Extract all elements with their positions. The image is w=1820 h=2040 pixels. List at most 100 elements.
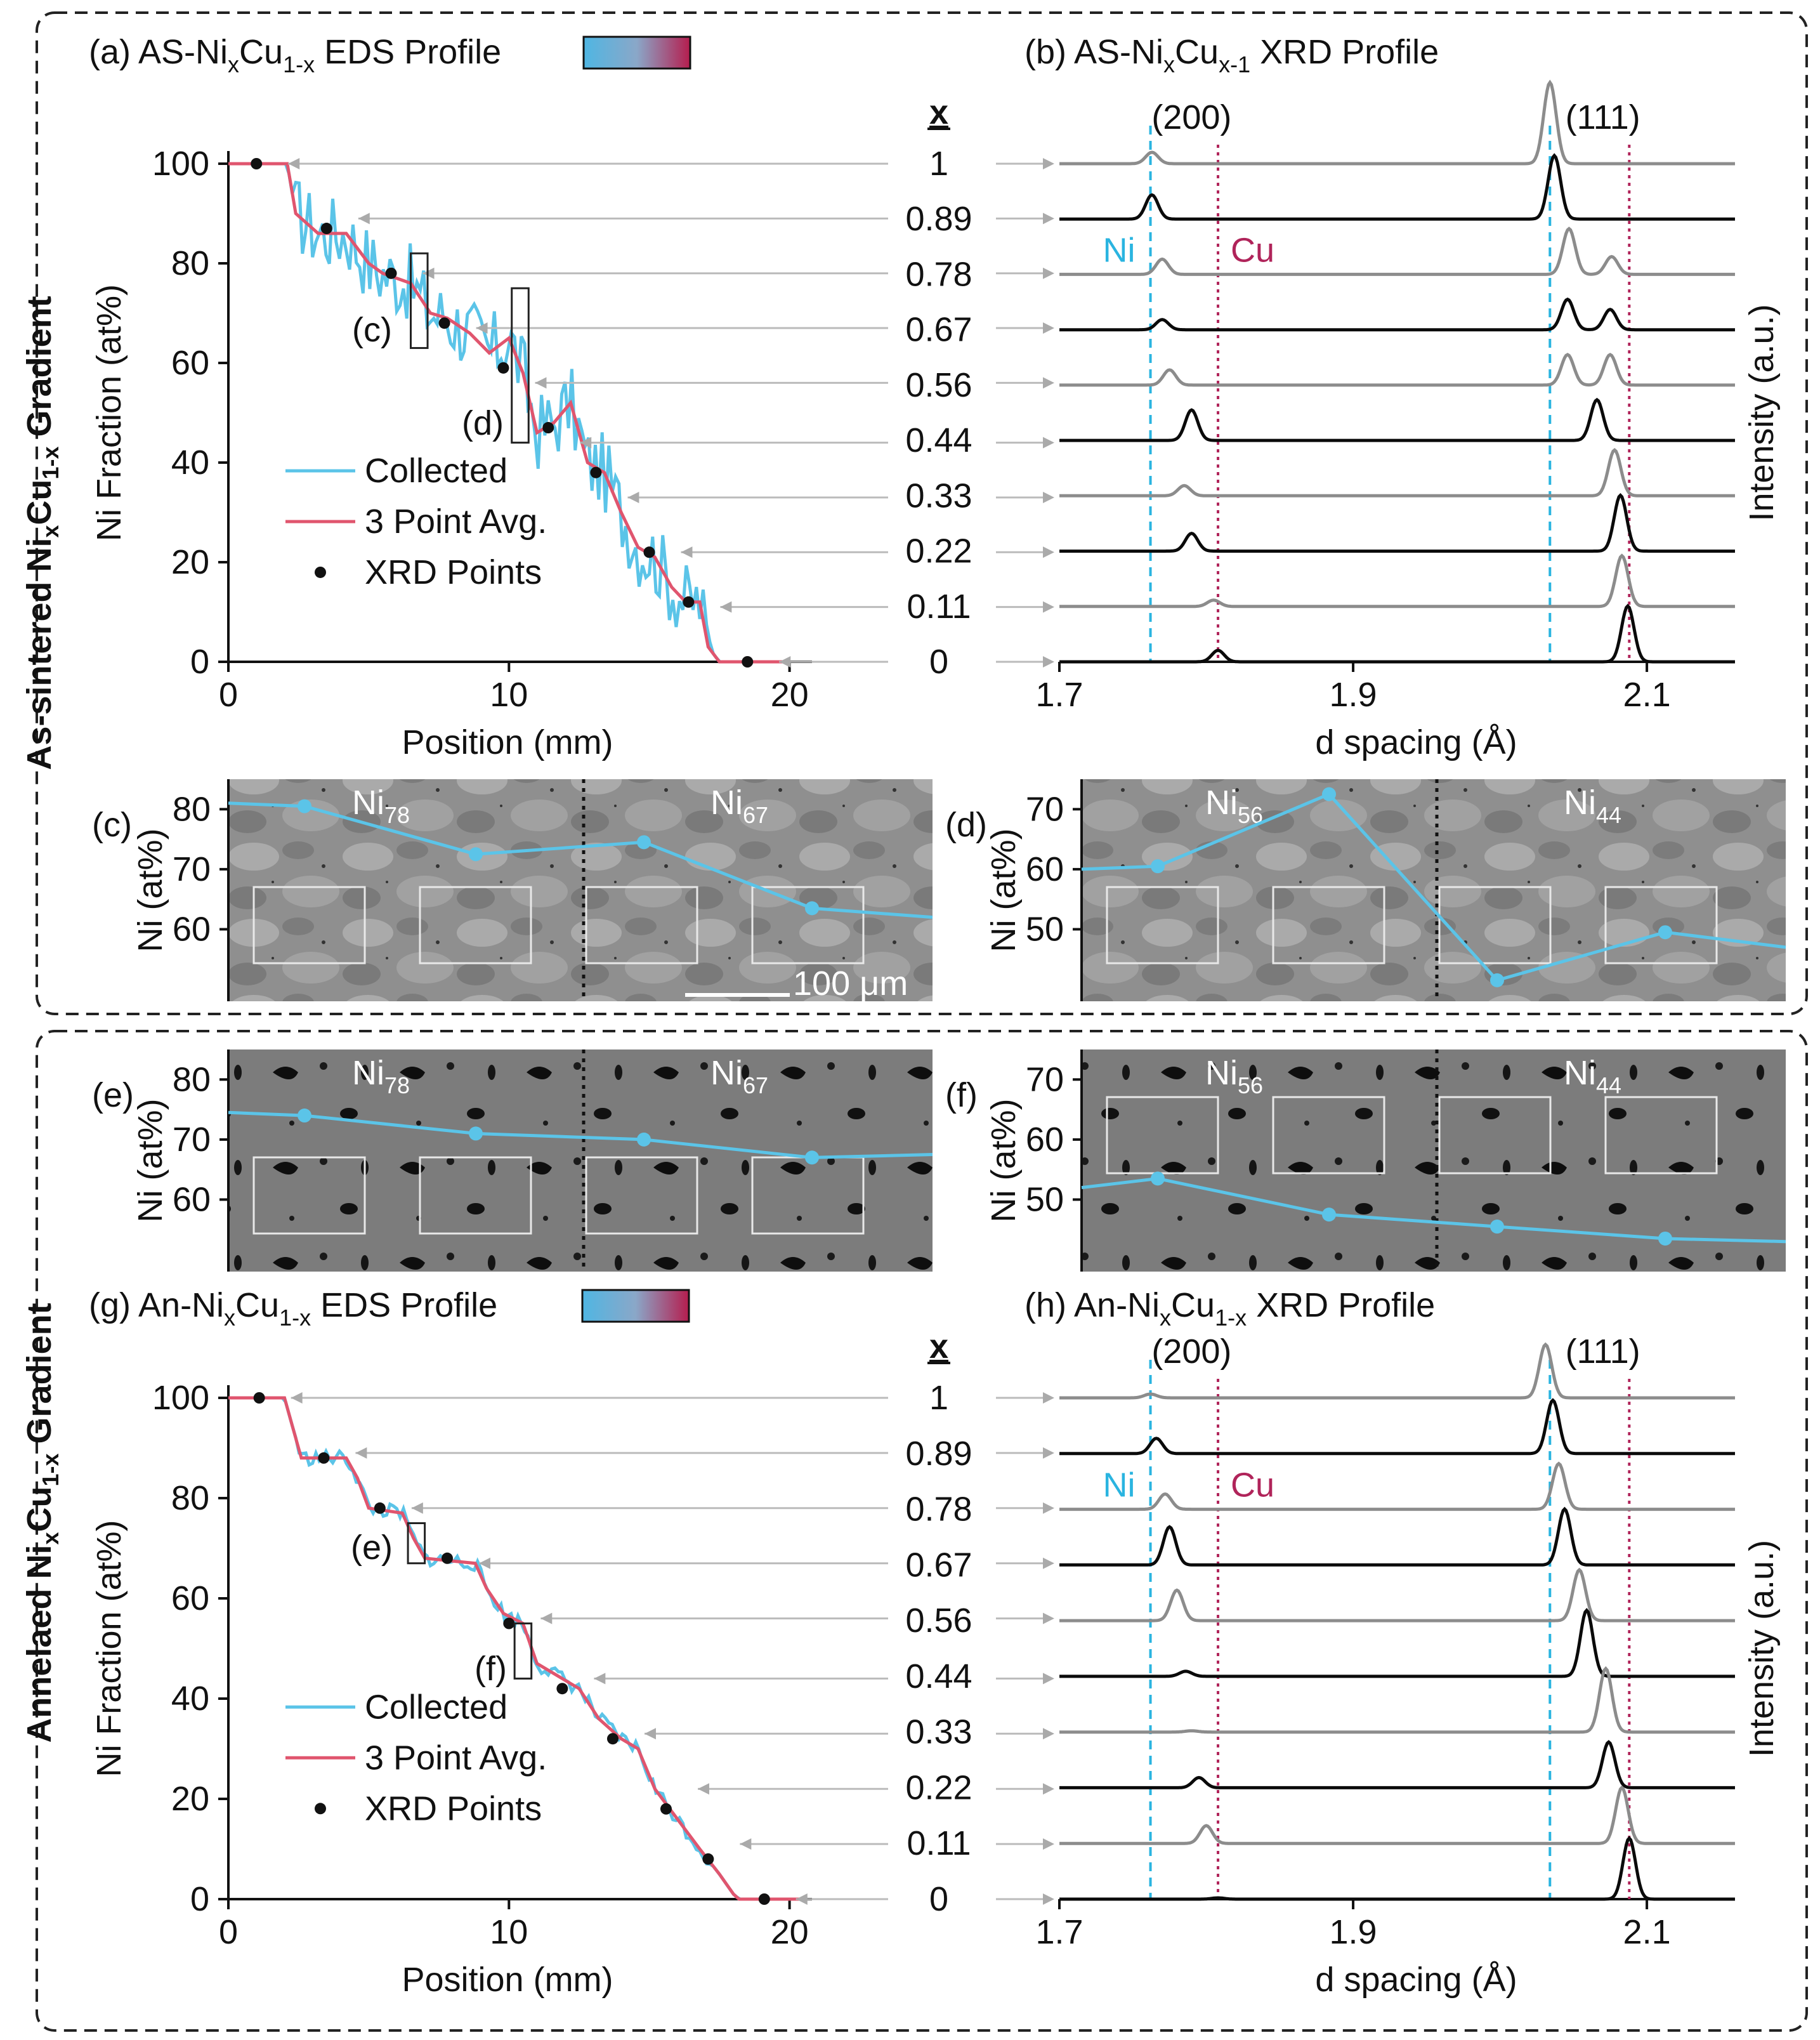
sem-composition-point [637, 835, 651, 850]
y-tick-label: 0 [190, 1880, 209, 1918]
xrd-point [320, 223, 332, 235]
sem-panel-label: (d) [945, 806, 987, 844]
x-value: 0.56 [905, 366, 972, 404]
sem-composition-line [228, 1110, 933, 1159]
y-tick-label: 100 [152, 145, 209, 183]
guide-arrowhead-right [1043, 546, 1054, 558]
sem-composition-point [469, 847, 483, 862]
xrd-profile-as: 1.7 1.9 2.1 d spacing (Å) Intensity (a.u.) Ni… [1035, 79, 1781, 761]
x-column-bottom: x 1 0.89 0.78 0.67 0.56 0.44 0.33 0.22 0.11 0 [905, 1327, 972, 1918]
xrd-point [683, 596, 695, 608]
xrd-point [542, 422, 554, 434]
y-tick-label: 20 [171, 1780, 209, 1818]
guide-arrowhead [627, 491, 639, 503]
x-value: 0.89 [905, 200, 972, 238]
xrd-trace [1059, 1342, 1735, 1400]
guide-arrowhead-right [1043, 1612, 1054, 1624]
x-tick-label: 2.1 [1623, 676, 1671, 714]
sem-composition-point [1658, 925, 1672, 940]
guide-arrowhead [644, 1728, 656, 1740]
colorbar-a [582, 36, 691, 70]
sem-region-right-sub: 67 [743, 802, 768, 828]
sem-y-tick-label: 70 [1026, 1060, 1064, 1098]
scale-bar-label: 100 μm [793, 964, 908, 1003]
xrd-point [643, 546, 655, 558]
guide-arrowhead-right [1043, 437, 1054, 449]
x-tick-label: 1.7 [1035, 1913, 1083, 1951]
x-value: 0.33 [905, 1713, 972, 1751]
sem-region-right-label: Ni44 [1564, 1054, 1621, 1098]
panel-a-title: (a) AS-NixCu1-x EDS Profile [89, 33, 501, 77]
x-value: 0.22 [905, 532, 972, 570]
y-tick-label: 0 [190, 643, 209, 681]
xrd-point [606, 1733, 619, 1745]
x-value: 0.44 [905, 1657, 972, 1695]
region-box [513, 1622, 533, 1680]
xrd-profile-an: 1.7 1.9 2.1 d spacing (Å) Intensity (a.u.) Ni… [1035, 1333, 1781, 1999]
sem-composition-point [1322, 1208, 1336, 1222]
sem-composition-point [1658, 1231, 1672, 1246]
xrd-point [660, 1803, 672, 1815]
xrd-trace [1059, 1785, 1735, 1845]
xrd-trace [1059, 79, 1735, 166]
xrd-trace [1059, 492, 1735, 553]
side-label-bottom: Annelaed NixCu1-x Gradient [20, 1303, 63, 1742]
legend-label: XRD Points [365, 553, 542, 591]
xrd-point [556, 1683, 568, 1695]
legend-label: XRD Points [365, 1789, 542, 1827]
x-axis-title: d spacing (Å) [1315, 1961, 1517, 1999]
guide-arrowhead-right [1043, 1447, 1054, 1459]
side-label-top: As-sintered NixCu1-x Gradient [20, 296, 63, 770]
ni-label: Ni [1103, 1466, 1136, 1504]
x-value: 0 [929, 1880, 948, 1918]
colorbar-g [581, 1289, 690, 1323]
sem-y-tick-label: 70 [1026, 790, 1064, 828]
x-value: 0.78 [905, 255, 972, 293]
sem-y-axis-title: Ni (at%) [131, 1098, 169, 1222]
y-axis-title: Intensity (a.u.) [1743, 304, 1781, 521]
guide-arrowhead-right [1043, 1502, 1054, 1514]
guide-arrowhead [795, 1893, 808, 1905]
xrd-point [442, 1552, 453, 1564]
y-axis-title: Ni Fraction (at%) [90, 1520, 128, 1777]
xrd-trace [1059, 1398, 1735, 1456]
guide-arrowhead [411, 1502, 423, 1514]
sem-composition-point [805, 901, 819, 916]
xrd-trace [1059, 1461, 1735, 1511]
y-axis-title: Intensity (a.u.) [1743, 1540, 1781, 1757]
guide-arrowhead [288, 158, 300, 169]
guide-arrowhead [740, 1838, 752, 1850]
x-value: 0.67 [905, 311, 972, 349]
region-label: (c) [352, 311, 392, 349]
cu-label: Cu [1231, 231, 1274, 269]
guide-arrowhead-right [1043, 1838, 1054, 1850]
guide-arrowhead [681, 546, 693, 558]
peak-200-label: (200) [1151, 98, 1231, 136]
legend-label: 3 Point Avg. [365, 503, 547, 541]
sem-y-tick-label: 80 [173, 1060, 211, 1098]
legend-marker [315, 1803, 326, 1815]
panel-b-title: (b) AS-NixCux-1 XRD Profile [1025, 33, 1439, 77]
sem-sample-box [252, 886, 366, 964]
x-tick-label: 20 [771, 676, 809, 714]
sem-image [228, 1050, 933, 1272]
sem-image [1082, 779, 1786, 1001]
legend-label: Collected [365, 452, 507, 490]
guide-arrowhead-right [1043, 491, 1054, 503]
xrd-trace [1059, 1666, 1735, 1734]
xrd-trace [1059, 153, 1735, 221]
sem-y-axis-title: Ni (at%) [131, 828, 169, 952]
x-column-header: x [929, 93, 948, 131]
sem-y-tick-label: 80 [173, 790, 211, 828]
xrd-point [251, 158, 263, 169]
sem-y-axis-title: Ni (at%) [985, 1098, 1023, 1222]
sem-composition-point [469, 1126, 483, 1141]
x-value: 1 [929, 145, 948, 183]
sem-sample-box [1604, 886, 1718, 964]
sem-sample-box [1106, 886, 1219, 964]
sem-y-tick-label: 60 [173, 910, 211, 948]
xrd-point [318, 1452, 330, 1464]
guide-arrowhead [479, 1557, 490, 1569]
